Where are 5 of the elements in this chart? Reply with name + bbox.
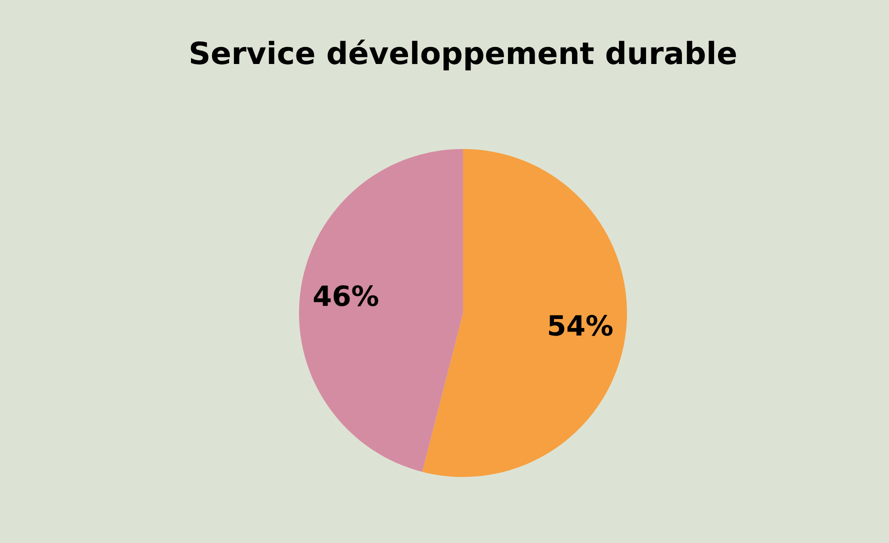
data-label: 54%: [549, 314, 613, 336]
pie-slice: [299, 149, 463, 472]
data-label: 46%: [314, 285, 378, 306]
chart-title: Service développement durable: [190, 40, 736, 70]
pie-slice: [422, 149, 627, 477]
